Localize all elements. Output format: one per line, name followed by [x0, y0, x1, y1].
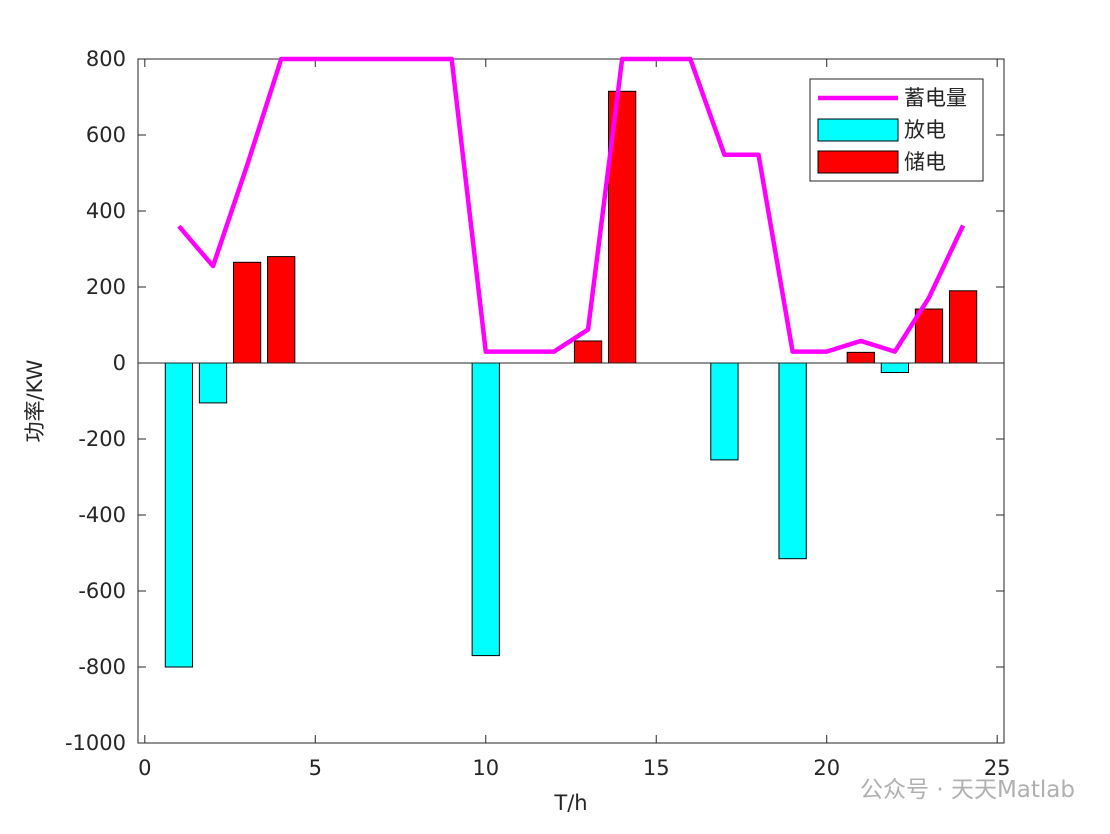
x-axis-label: T/h [553, 791, 587, 815]
bar [846, 351, 875, 364]
bar [471, 362, 500, 657]
bar [914, 308, 944, 364]
bar [267, 256, 296, 364]
bar [232, 261, 262, 364]
bar [778, 362, 807, 560]
bar [573, 340, 603, 364]
line [177, 56, 966, 354]
bar [710, 362, 739, 461]
y-tick-label: -400 [78, 503, 126, 527]
watermark: 公众号 · 天天Matlab [860, 777, 1075, 803]
y-axis-label: 功率/KW [23, 359, 47, 442]
legend-label: 储电 [904, 150, 946, 174]
plot-frame [137, 58, 1005, 744]
x-tick-label: 5 [309, 756, 322, 780]
y-tick-label: -600 [78, 579, 126, 603]
y-tick-label: 800 [86, 47, 126, 71]
bar [198, 362, 228, 404]
y-tick-label: 600 [86, 123, 126, 147]
y-tick-label: 200 [86, 275, 126, 299]
y-tick-label: -800 [78, 655, 126, 679]
legend-swatch [817, 150, 899, 174]
y-tick-label: 0 [113, 351, 126, 375]
y-tick-label: 400 [86, 199, 126, 223]
x-tick-label: 25 [984, 756, 1011, 780]
x-tick-label: 15 [643, 756, 670, 780]
y-tick-label: -1000 [65, 731, 126, 755]
x-tick-label: 20 [813, 756, 840, 780]
x-tick-label: 0 [138, 756, 151, 780]
x-tick-label: 10 [472, 756, 499, 780]
legend-swatch [817, 118, 899, 142]
bar [164, 362, 194, 668]
bar [948, 290, 978, 364]
bar [880, 362, 910, 373]
legend-label: 放电 [904, 118, 946, 142]
legend-label: 蓄电量 [904, 86, 967, 110]
y-tick-label: -200 [78, 427, 126, 451]
